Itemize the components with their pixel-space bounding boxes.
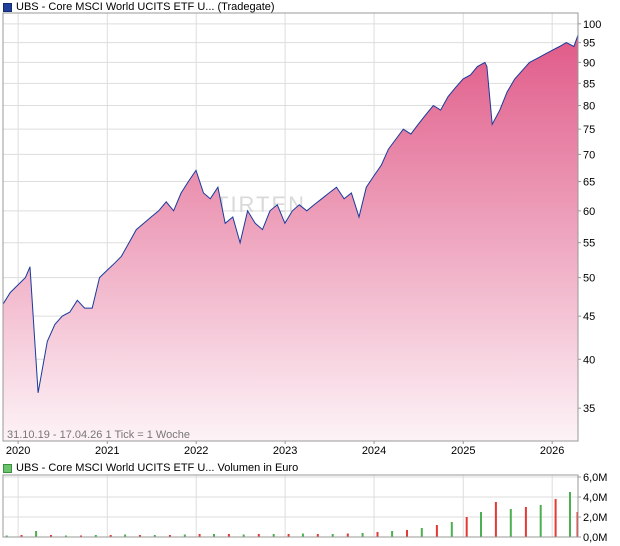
price-line [2, 34, 579, 393]
price-x-tick-label: 2021 [95, 445, 119, 457]
price-x-tick-label: 2026 [540, 445, 564, 457]
volume-bar [257, 534, 260, 537]
price-y-tick-label: 100 [583, 19, 601, 31]
volume-bar [346, 533, 349, 537]
volume-bar [569, 492, 571, 537]
volume-bar [5, 535, 8, 537]
volume-bar [124, 534, 127, 537]
volume-bar [361, 533, 364, 537]
volume-grid [3, 475, 578, 538]
price-y-tick-label: 65 [583, 177, 595, 189]
price-legend: UBS - Core MSCI World UCITS ETF U... (Tr… [3, 0, 275, 14]
volume-bar [539, 505, 542, 537]
volume-bar [406, 530, 408, 537]
volume-y-tick-label: 4,0M [583, 492, 607, 504]
volume-bar [509, 509, 512, 537]
volume-bar [435, 525, 438, 537]
price-y-tick-label: 55 [583, 238, 595, 250]
volume-bars [5, 492, 579, 537]
volume-bar [242, 534, 245, 537]
price-x-tick-label: 2025 [451, 445, 475, 457]
volume-y-tick-label: 6,0M [583, 472, 607, 484]
volume-bar [153, 535, 156, 537]
price-y-tick-label: 70 [583, 149, 595, 161]
volume-bar [109, 535, 112, 537]
volume-bar [420, 528, 423, 537]
price-y-tick-label: 35 [583, 403, 595, 415]
price-y-tick-label: 40 [583, 354, 595, 366]
volume-y-axis: 0,0M 2,0M 4,0M 6,0M [578, 472, 607, 544]
volume-bar [198, 534, 201, 537]
price-y-tick-label: 45 [583, 311, 595, 323]
volume-plot-frame [2, 474, 579, 538]
volume-legend-label: UBS - Core MSCI World UCITS ETF U... Vol… [16, 462, 299, 474]
volume-bar [465, 517, 468, 537]
volume-bar [183, 534, 186, 537]
price-x-axis: 2020 2021 2022 2023 2024 2025 2026 [6, 441, 564, 457]
price-legend-swatch [3, 2, 12, 12]
price-y-tick-label: 75 [583, 124, 595, 136]
volume-bar [376, 532, 379, 537]
volume-y-tick-label: 2,0M [583, 512, 607, 524]
price-y-tick-label: 85 [583, 78, 595, 90]
volume-bar [80, 535, 82, 537]
volume-bar [138, 535, 141, 537]
volume-bar [94, 535, 97, 537]
date-range-footnote: 31.10.19 - 17.04.26 1 Tick = 1 Woche [7, 429, 190, 441]
volume-bar [272, 534, 275, 537]
volume-bar [554, 499, 557, 537]
volume-bar [287, 534, 290, 537]
price-plot-frame [2, 12, 579, 442]
price-area [3, 35, 578, 441]
volume-bar [64, 535, 67, 537]
volume-bar [50, 535, 52, 537]
price-y-tick-label: 90 [583, 57, 595, 69]
price-y-axis: 35 40 45 50 55 60 65 70 75 80 85 90 95 100 [578, 19, 601, 415]
volume-bar [391, 531, 394, 537]
watermark: TIRTEN [215, 192, 306, 217]
volume-bar [301, 533, 304, 537]
price-legend-label: UBS - Core MSCI World UCITS ETF U... (Tr… [16, 1, 275, 13]
volume-bar [494, 502, 497, 537]
volume-bar [450, 522, 453, 537]
volume-bar [35, 531, 38, 537]
volume-bar [480, 512, 482, 537]
price-y-tick-label: 80 [583, 101, 595, 113]
volume-y-tick-label: 0,0M [583, 532, 607, 544]
price-y-tick-label: 60 [583, 206, 595, 218]
volume-bar [316, 534, 319, 537]
price-x-tick-label: 2022 [184, 445, 208, 457]
volume-bar [168, 535, 171, 537]
volume-legend: UBS - Core MSCI World UCITS ETF U... Vol… [3, 461, 298, 475]
volume-bar [524, 507, 527, 537]
price-x-tick-label: 2023 [273, 445, 297, 457]
volume-bar [227, 534, 230, 537]
price-y-tick-label: 95 [583, 38, 595, 50]
volume-bar [20, 535, 23, 537]
price-y-tick-label: 50 [583, 273, 595, 285]
volume-bar [213, 534, 215, 537]
price-x-tick-label: 2024 [362, 445, 386, 457]
volume-legend-swatch [3, 463, 12, 473]
price-x-tick-label: 2020 [6, 445, 30, 457]
volume-bar [331, 534, 334, 537]
